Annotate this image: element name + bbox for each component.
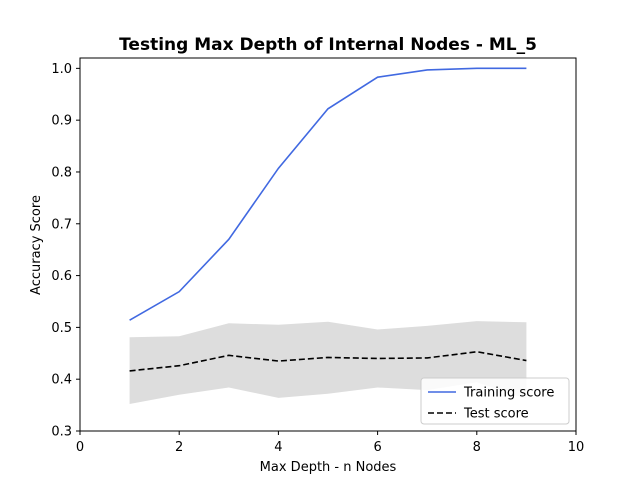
plot-frame — [79, 57, 577, 432]
y-tick-label: 1.0 — [51, 62, 72, 77]
y-tick-label: 0.3 — [51, 425, 72, 440]
x-tick-label: 8 — [473, 440, 481, 455]
x-axis: 0 2 4 6 8 10 — [76, 431, 584, 455]
x-tick-label: 10 — [568, 440, 585, 455]
y-tick-label: 0.4 — [51, 373, 72, 388]
x-tick-label: 0 — [76, 440, 84, 455]
training-score-line — [129, 67, 527, 321]
y-axis-label: Accuracy Score — [29, 195, 44, 295]
x-axis-label: Max Depth - n Nodes — [260, 460, 397, 475]
legend-label: Test score — [463, 407, 529, 422]
y-tick-label: 0.8 — [51, 165, 72, 180]
legend-box — [420, 377, 570, 425]
y-tick-label: 0.9 — [51, 114, 72, 129]
legend-label: Training score — [463, 386, 554, 401]
x-tick-label: 2 — [175, 440, 183, 455]
y-tick-label: 0.7 — [51, 217, 72, 232]
test-score-line — [129, 350, 527, 372]
plot-area — [129, 67, 527, 405]
x-tick-label: 4 — [274, 440, 282, 455]
y-tick-label: 0.5 — [51, 321, 72, 336]
y-axis: 0.3 0.4 0.5 0.6 0.7 0.8 0.9 1.0 — [51, 62, 80, 440]
x-tick-label: 6 — [373, 440, 381, 455]
y-tick-label: 0.6 — [51, 269, 72, 284]
legend: Training score Test score — [420, 377, 570, 425]
chart-title: Testing Max Depth of Internal Nodes - ML… — [119, 35, 537, 55]
